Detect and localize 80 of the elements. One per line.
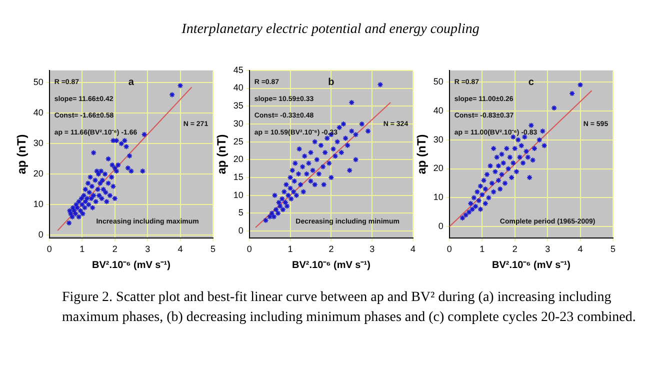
x-tick-label: 5 <box>210 244 216 254</box>
x-axis-title: BV².10⁻⁶ (mV s⁻¹) <box>292 260 370 271</box>
point <box>541 142 548 149</box>
x-tick-label: 4 <box>178 244 183 254</box>
point <box>469 206 476 212</box>
x-tick-label: 3 <box>545 244 550 254</box>
point <box>479 192 486 198</box>
point <box>524 154 531 160</box>
point <box>476 198 482 204</box>
x-tick-label: 3 <box>145 244 150 254</box>
point <box>530 157 536 164</box>
y-axis-title: ap (nT) <box>214 134 229 174</box>
y-tick-label: 0 <box>38 230 44 240</box>
x-axis-title: BV².10⁻⁶ (mV s⁻¹) <box>92 260 170 271</box>
point <box>488 180 495 186</box>
y-tick-label: 30 <box>433 134 444 144</box>
y-tick-label: 30 <box>233 118 244 128</box>
y-tick-label: 0 <box>238 226 244 236</box>
x-axis-title: BV².10⁻⁶ (mV s⁻¹) <box>492 260 570 271</box>
point <box>492 168 498 175</box>
x-tick-label: 0 <box>446 244 452 254</box>
y-tick-label: 20 <box>433 163 444 174</box>
y-axis-title: ap (nT) <box>414 134 429 174</box>
annotation: a <box>128 76 134 88</box>
point <box>494 154 500 160</box>
point <box>470 194 477 201</box>
point <box>490 188 497 195</box>
point <box>487 162 494 169</box>
y-tick-label: 10 <box>33 199 44 210</box>
point <box>502 180 508 186</box>
point <box>513 168 520 175</box>
y-tick-label: 10 <box>433 192 444 202</box>
y-tick-label: 30 <box>33 138 44 148</box>
point <box>466 209 472 216</box>
annotation: b <box>328 76 334 88</box>
y-tick-label: 40 <box>233 82 244 93</box>
point <box>480 177 487 184</box>
x-tick-label: 2 <box>328 244 334 254</box>
y-tick-label: 20 <box>233 154 244 164</box>
x-tick-label: 1 <box>480 244 485 254</box>
y-tick-label: 35 <box>233 100 244 111</box>
y-tick-label: 50 <box>433 76 444 86</box>
x-tick-label: 1 <box>288 244 293 254</box>
point <box>528 122 534 128</box>
y-tick-label: 45 <box>233 64 244 75</box>
y-tick-label: 5 <box>238 208 244 218</box>
point <box>486 194 492 201</box>
y-tick-label: 10 <box>233 190 244 200</box>
y-tick-label: 40 <box>33 108 44 118</box>
point <box>472 203 479 210</box>
point <box>540 128 546 134</box>
y-tick-label: 15 <box>233 172 244 182</box>
x-tick-label: 0 <box>246 244 252 254</box>
y-tick-label: 50 <box>33 77 44 88</box>
x-tick-label: 4 <box>410 244 416 254</box>
point <box>518 142 524 149</box>
point <box>506 154 513 160</box>
point <box>515 136 522 143</box>
caption: Figure 2. Scatter plot and best-fit linear curve between ap and BV² during (a) increasing including maximum phases, (b) decreasing including minimum phases and (c) complete cycles 20-23 combined. <box>62 289 637 327</box>
point <box>577 82 584 88</box>
annotation: c <box>528 76 534 88</box>
y-tick-label: 25 <box>233 136 244 146</box>
x-tick-label: 4 <box>578 244 583 254</box>
x-tick-label: 2 <box>112 244 118 254</box>
point <box>523 148 530 154</box>
point <box>498 151 505 158</box>
point <box>516 154 523 160</box>
x-tick-label: 3 <box>370 244 375 254</box>
y-tick-label: 40 <box>433 105 444 116</box>
text: Interplanetary electric potential and energy coupling <box>180 22 480 38</box>
point <box>505 166 512 172</box>
x-tick-label: 2 <box>512 244 518 254</box>
y-axis-title: ap (nT) <box>14 134 29 174</box>
point <box>536 136 542 143</box>
y-tick-label: 20 <box>33 168 44 179</box>
x-tick-label: 0 <box>46 244 52 254</box>
y-tick-label: 0 <box>438 221 444 232</box>
point <box>474 188 480 195</box>
x-tick-label: 5 <box>610 244 616 254</box>
x-tick-label: 1 <box>80 244 85 254</box>
